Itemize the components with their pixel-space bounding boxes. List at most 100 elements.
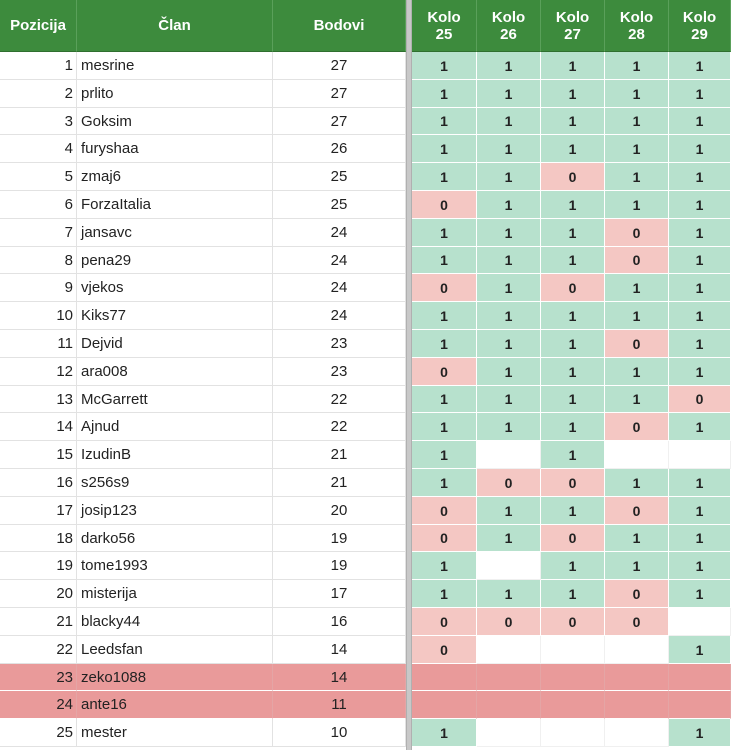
round-result-cell[interactable]: 0 [477,608,541,636]
member-name-cell[interactable]: vjekos [77,274,273,302]
round-result-cell[interactable] [669,664,731,691]
points-cell[interactable]: 25 [273,191,406,219]
points-cell[interactable]: 20 [273,497,406,525]
points-cell[interactable]: 24 [273,274,406,302]
member-name-cell[interactable]: ante16 [77,691,273,719]
round-result-cell[interactable]: 1 [412,52,477,80]
position-cell[interactable]: 3 [0,108,77,135]
round-result-cell[interactable]: 1 [541,441,605,469]
round-result-cell[interactable]: 1 [605,274,669,302]
round-result-cell[interactable]: 1 [541,580,605,608]
round-result-cell[interactable] [605,441,669,469]
round-result-cell[interactable]: 0 [669,386,731,413]
points-cell[interactable]: 11 [273,691,406,719]
round-result-cell[interactable]: 0 [541,525,605,552]
member-name-cell[interactable]: zeko1088 [77,664,273,691]
position-cell[interactable]: 1 [0,52,77,80]
points-cell[interactable]: 27 [273,80,406,108]
member-name-cell[interactable]: s256s9 [77,469,273,497]
round-result-cell[interactable]: 1 [541,191,605,219]
position-cell[interactable]: 21 [0,608,77,636]
round-result-cell[interactable]: 1 [477,191,541,219]
round-result-cell[interactable]: 1 [669,219,731,247]
round-result-cell[interactable]: 1 [412,80,477,108]
points-cell[interactable]: 23 [273,330,406,358]
points-cell[interactable]: 19 [273,525,406,552]
round-result-cell[interactable]: 1 [412,163,477,191]
round-result-cell[interactable]: 1 [477,386,541,413]
round-result-cell[interactable]: 1 [541,247,605,274]
position-cell[interactable]: 19 [0,552,77,580]
position-cell[interactable]: 17 [0,497,77,525]
member-name-cell[interactable]: tome1993 [77,552,273,580]
header-round-26[interactable]: Kolo 26 [477,0,541,52]
round-result-cell[interactable]: 1 [412,135,477,163]
round-result-cell[interactable]: 1 [412,469,477,497]
round-result-cell[interactable]: 1 [541,135,605,163]
round-result-cell[interactable]: 0 [412,525,477,552]
round-result-cell[interactable]: 1 [477,525,541,552]
round-result-cell[interactable] [541,719,605,747]
member-name-cell[interactable]: Kiks77 [77,302,273,330]
round-result-cell[interactable] [477,691,541,719]
round-result-cell[interactable]: 1 [605,163,669,191]
header-bodovi[interactable]: Bodovi [273,0,406,52]
member-name-cell[interactable]: Ajnud [77,413,273,441]
round-result-cell[interactable]: 1 [541,386,605,413]
round-result-cell[interactable]: 1 [605,52,669,80]
round-result-cell[interactable]: 1 [669,413,731,441]
round-result-cell[interactable] [412,691,477,719]
round-result-cell[interactable]: 1 [605,386,669,413]
points-cell[interactable]: 27 [273,52,406,80]
round-result-cell[interactable] [669,441,731,469]
position-cell[interactable]: 25 [0,719,77,747]
round-result-cell[interactable]: 1 [477,580,541,608]
points-cell[interactable]: 27 [273,108,406,135]
position-cell[interactable]: 24 [0,691,77,719]
round-result-cell[interactable]: 1 [412,219,477,247]
position-cell[interactable]: 6 [0,191,77,219]
header-clan[interactable]: Član [77,0,273,52]
round-result-cell[interactable]: 1 [412,108,477,135]
member-name-cell[interactable]: jansavc [77,219,273,247]
points-cell[interactable]: 17 [273,580,406,608]
round-result-cell[interactable]: 1 [605,525,669,552]
round-result-cell[interactable]: 0 [605,413,669,441]
header-round-25[interactable]: Kolo 25 [412,0,477,52]
round-result-cell[interactable]: 1 [412,413,477,441]
round-result-cell[interactable]: 0 [477,469,541,497]
round-result-cell[interactable]: 1 [669,636,731,664]
round-result-cell[interactable]: 1 [669,552,731,580]
round-result-cell[interactable]: 1 [412,719,477,747]
points-cell[interactable]: 24 [273,219,406,247]
round-result-cell[interactable]: 1 [669,52,731,80]
round-result-cell[interactable]: 1 [541,80,605,108]
header-pozicija[interactable]: Pozicija [0,0,77,52]
round-result-cell[interactable]: 1 [605,108,669,135]
position-cell[interactable]: 8 [0,247,77,274]
member-name-cell[interactable]: zmaj6 [77,163,273,191]
round-result-cell[interactable]: 1 [477,413,541,441]
round-result-cell[interactable]: 0 [541,274,605,302]
round-result-cell[interactable]: 1 [669,247,731,274]
round-result-cell[interactable]: 1 [477,247,541,274]
member-name-cell[interactable]: prlito [77,80,273,108]
round-result-cell[interactable]: 0 [541,163,605,191]
member-name-cell[interactable]: darko56 [77,525,273,552]
position-cell[interactable]: 10 [0,302,77,330]
round-result-cell[interactable]: 1 [541,219,605,247]
member-name-cell[interactable]: misterija [77,580,273,608]
round-result-cell[interactable]: 1 [669,135,731,163]
points-cell[interactable]: 21 [273,441,406,469]
points-cell[interactable]: 24 [273,247,406,274]
round-result-cell[interactable]: 1 [541,52,605,80]
round-result-cell[interactable] [541,664,605,691]
position-cell[interactable]: 11 [0,330,77,358]
round-result-cell[interactable]: 0 [605,330,669,358]
round-result-cell[interactable]: 0 [605,580,669,608]
round-result-cell[interactable] [669,608,731,636]
position-cell[interactable]: 22 [0,636,77,664]
round-result-cell[interactable]: 1 [412,330,477,358]
round-result-cell[interactable] [477,719,541,747]
round-result-cell[interactable]: 1 [669,330,731,358]
